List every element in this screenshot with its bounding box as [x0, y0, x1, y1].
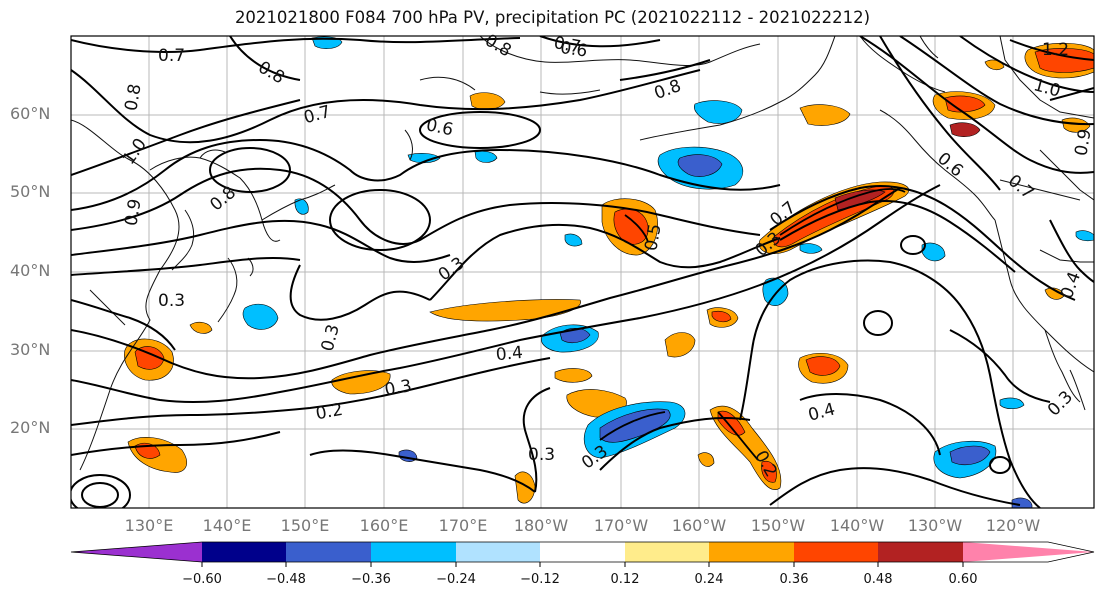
colorbar-tick-label: −0.24: [436, 572, 476, 587]
colorbar-tick-label: 0.48: [863, 572, 893, 587]
lon-label: 150°W: [750, 516, 806, 535]
contour-label: 0.2: [314, 400, 344, 424]
colorbar-tick-label: 0.12: [610, 572, 640, 587]
lon-label: 120°W: [985, 516, 1041, 535]
map-title: 2021021800 F084 700 hPa PV, precipitatio…: [234, 8, 871, 27]
colorbar-segment: [540, 542, 625, 562]
contour-label: 0.7: [158, 46, 185, 66]
coastlines: [71, 36, 1094, 471]
lat-label: 60°N: [10, 104, 51, 123]
contour-label: 0.5: [641, 222, 665, 252]
lon-label: 130°W: [907, 516, 963, 535]
colorbar-tick-label: −0.36: [351, 572, 391, 587]
contour-label: 0.3: [528, 445, 555, 465]
lon-label: 180°W: [513, 516, 569, 535]
lat-label: 40°N: [10, 261, 51, 280]
contour-label: 1.2: [1042, 40, 1069, 60]
lat-label: 20°N: [10, 418, 51, 437]
colorbar-extend-min: [71, 542, 202, 562]
map-frame: [70, 35, 1095, 509]
lat-label: 30°N: [10, 340, 51, 359]
colorbar-segment: [625, 542, 709, 562]
lon-label: 140°W: [829, 516, 885, 535]
colorbar-segment: [794, 542, 878, 562]
colorbar-tick-label: −0.48: [266, 572, 306, 587]
pv-closed-contours: [71, 111, 1011, 508]
precip-fill: [124, 36, 1094, 508]
contour-label: 0.3: [158, 291, 185, 311]
contour-label: 0.9: [1071, 127, 1095, 157]
lon-label: 160°W: [671, 516, 727, 535]
lon-label: 130°E: [124, 516, 174, 535]
lon-label: 170°W: [593, 516, 649, 535]
colorbar-tick-label: 0.60: [948, 572, 978, 587]
pv-contours: [71, 36, 1094, 508]
colorbar-segment: [456, 542, 540, 562]
lon-label: 140°E: [202, 516, 252, 535]
contour-label: 0.9: [121, 197, 145, 227]
pv-core-contours: [599, 188, 906, 461]
colorbar-tick-label: 0.36: [779, 572, 809, 587]
colorbar-tick-label: 0.24: [694, 572, 724, 587]
colorbar-segment: [371, 542, 456, 562]
lat-label: 50°N: [10, 182, 51, 201]
colorbar: [70, 541, 1095, 567]
lon-label: 150°E: [280, 516, 330, 535]
colorbar-segment: [286, 542, 371, 562]
colorbar-segment: [709, 542, 794, 562]
lon-label: 170°E: [438, 516, 488, 535]
contour-label: 0.7: [552, 33, 582, 57]
colorbar-segment: [202, 542, 286, 562]
colorbar-segment: [878, 542, 963, 562]
contour-label: 0.3: [383, 376, 413, 400]
colorbar-tick-label: −0.12: [520, 572, 560, 587]
gridlines: [71, 36, 1094, 508]
colorbar-extend-max: [963, 542, 1094, 562]
colorbar-tick-label: −0.60: [182, 572, 222, 587]
contour-label: 0.4: [495, 343, 524, 365]
contour-label: 0.8: [121, 82, 145, 112]
contour-label: 0.6: [559, 38, 589, 62]
lon-label: 160°E: [359, 516, 409, 535]
